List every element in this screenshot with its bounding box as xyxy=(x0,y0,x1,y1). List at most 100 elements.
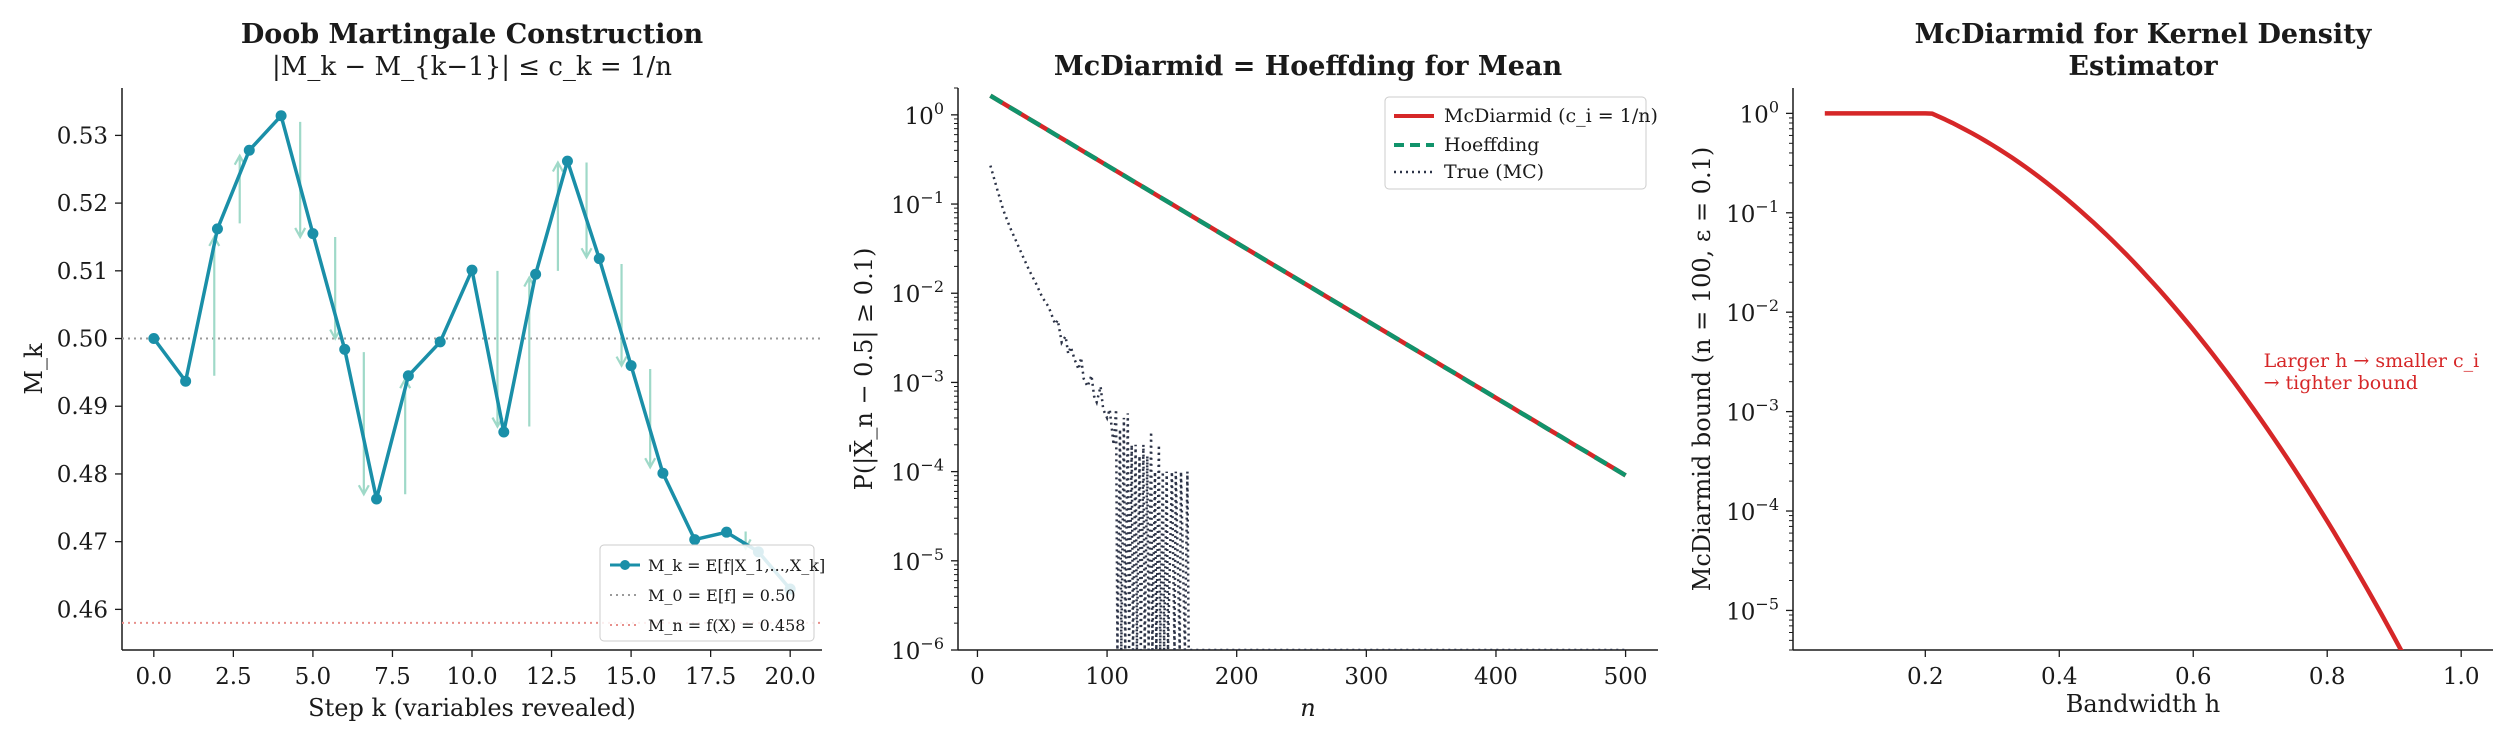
panel3-ticks: 0.2 0.4 0.6 0.8 1.0 10−5 10−4 10−3 10−2 10−1 100 xyxy=(1726,97,2479,690)
panel3-plot-area xyxy=(1824,111,2404,650)
x-tick-label: 0.6 xyxy=(2175,664,2212,690)
martingale-point xyxy=(243,144,255,156)
x-tick-label: 12.5 xyxy=(526,664,577,690)
y-tick-label: 10−6 xyxy=(891,634,944,665)
panel3-annotation: Larger h → smaller c_i→ tighter bound xyxy=(2264,350,2480,394)
y-tick-label: 10−1 xyxy=(891,188,944,219)
martingale-line xyxy=(152,114,792,591)
legend-mcdiarmid-label: McDiarmid (c_i = 1/n) xyxy=(1444,105,1658,127)
panel1-y-label: M_k xyxy=(20,343,48,395)
y-tick-label: 0.48 xyxy=(57,462,108,488)
panel2-title: McDiarmid = Hoeffding for Mean xyxy=(1054,51,1563,82)
y-tick-label: 10−4 xyxy=(891,456,944,487)
x-tick-label: 100 xyxy=(1085,664,1129,690)
x-tick-label: 10.0 xyxy=(446,664,497,690)
panel1-subtitle: |M_k − M_{k−1}| ≤ c_k = 1/n xyxy=(272,52,672,82)
panel1-x-label: Step k (variables revealed) xyxy=(308,694,636,722)
martingale-point xyxy=(402,370,414,382)
y-tick-label: 10−3 xyxy=(1726,396,1779,427)
martingale-point xyxy=(434,336,446,348)
y-tick-label: 0.46 xyxy=(57,597,108,623)
x-tick-label: 0.0 xyxy=(136,664,173,690)
x-tick-label: 0.2 xyxy=(1907,664,1944,690)
y-tick-label: 100 xyxy=(1740,97,1779,128)
legend-hoeffding-label: Hoeffding xyxy=(1444,134,1539,156)
martingale-point xyxy=(180,375,192,387)
x-tick-label: 0.4 xyxy=(2041,664,2078,690)
annotation-line-2: → tighter bound xyxy=(2264,372,2418,394)
panel-kde-bound: McDiarmid for Kernel Density Estimator 0… xyxy=(1688,19,2493,718)
y-tick-label: 0.47 xyxy=(57,530,108,556)
increment-arrowhead xyxy=(580,247,593,260)
x-tick-label: 20.0 xyxy=(765,664,816,690)
martingale-point xyxy=(148,333,160,345)
y-tick-label: 0.52 xyxy=(57,191,108,217)
y-tick-label: 10−2 xyxy=(1726,296,1779,327)
legend-m0-label: M_0 = E[f] = 0.50 xyxy=(648,586,795,605)
panel2-legend-box xyxy=(1384,96,1647,190)
x-tick-label: 0.8 xyxy=(2309,664,2346,690)
x-tick-label: 2.5 xyxy=(215,664,252,690)
x-tick-label: 17.5 xyxy=(685,664,736,690)
martingale-point xyxy=(593,253,605,265)
increment-arrowhead xyxy=(551,160,564,173)
panel1-legend: M_k = E[f|X_1,...,X_k] M_0 = E[f] = 0.50… xyxy=(599,544,825,642)
x-tick-label: 1.0 xyxy=(2443,664,2480,690)
true-mc-line xyxy=(989,165,1626,650)
martingale-point xyxy=(625,360,637,372)
increment-arrowhead xyxy=(615,356,628,368)
panel1-legend-box xyxy=(599,544,815,642)
martingale-point xyxy=(371,493,383,505)
x-tick-label: 200 xyxy=(1215,664,1259,690)
x-tick-label: 500 xyxy=(1604,664,1648,690)
legend-martingale-marker xyxy=(620,560,630,570)
x-tick-label: 0 xyxy=(970,664,985,690)
x-tick-label: 300 xyxy=(1344,664,1388,690)
y-tick-label: 10−5 xyxy=(1726,594,1779,625)
panel-doob-martingale: Doob Martingale Construction |M_k − M_{k… xyxy=(20,19,825,722)
martingale-point xyxy=(211,223,223,235)
panel3-title-line2: Estimator xyxy=(2068,51,2218,82)
legend-mn-label: M_n = f(X) = 0.458 xyxy=(648,616,805,635)
panel3-title-line1: McDiarmid for Kernel Density xyxy=(1915,19,2373,50)
martingale-point xyxy=(307,228,319,240)
hoeffding-line xyxy=(989,93,1627,478)
annotation-line-1: Larger h → smaller c_i xyxy=(2264,350,2480,372)
y-tick-label: 10−4 xyxy=(1726,495,1779,526)
panel2-legend: McDiarmid (c_i = 1/n) Hoeffding True (MC… xyxy=(1384,96,1658,190)
increment-arrowhead xyxy=(294,227,307,240)
y-tick-label: 0.49 xyxy=(57,394,108,420)
martingale-point xyxy=(721,526,733,538)
y-tick-label: 0.51 xyxy=(57,259,108,285)
panel2-ticks: 0 100 200 300 400 500 10−6 10−5 10−4 10−3 10−2 10−1… xyxy=(891,87,1648,690)
y-tick-label: 100 xyxy=(905,99,944,130)
x-tick-label: 15.0 xyxy=(605,664,656,690)
y-tick-label: 0.53 xyxy=(57,123,108,149)
martingale-point xyxy=(530,268,542,280)
panel1-ticks: 0.0 2.5 5.0 7.5 10.0 12.5 15.0 17.5 20.0 0.46 0.47… xyxy=(57,123,816,690)
y-tick-label: 0.50 xyxy=(57,327,108,353)
x-tick-label: 5.0 xyxy=(295,664,332,690)
increment-arrowhead xyxy=(644,457,657,470)
martingale-point xyxy=(339,343,351,355)
y-tick-label: 10−2 xyxy=(891,277,944,308)
y-tick-label: 10−3 xyxy=(891,366,944,397)
martingale-point xyxy=(561,155,573,167)
panel-mcdiarmid-hoeffding: McDiarmid = Hoeffding for Mean 0 100 200 30… xyxy=(850,51,1658,722)
legend-martingale-label: M_k = E[f|X_1,...,X_k] xyxy=(648,556,825,575)
panel3-x-label: Bandwidth h xyxy=(2066,690,2221,718)
y-tick-label: 10−5 xyxy=(891,545,944,576)
martingale-point xyxy=(498,426,510,438)
panel2-x-label: n xyxy=(1300,694,1315,722)
panel3-y-label: McDiarmid bound (n = 100, ε = 0.1) xyxy=(1688,147,1716,591)
martingale-point xyxy=(689,534,701,546)
y-tick-label: 10−1 xyxy=(1726,197,1779,228)
legend-true-mc-label: True (MC) xyxy=(1444,161,1544,183)
x-tick-label: 7.5 xyxy=(374,664,411,690)
x-tick-label: 400 xyxy=(1474,664,1518,690)
martingale-point xyxy=(466,264,478,276)
martingale-point xyxy=(275,110,287,122)
panel1-title: Doob Martingale Construction xyxy=(241,19,704,50)
increment-arrowhead xyxy=(357,484,370,497)
